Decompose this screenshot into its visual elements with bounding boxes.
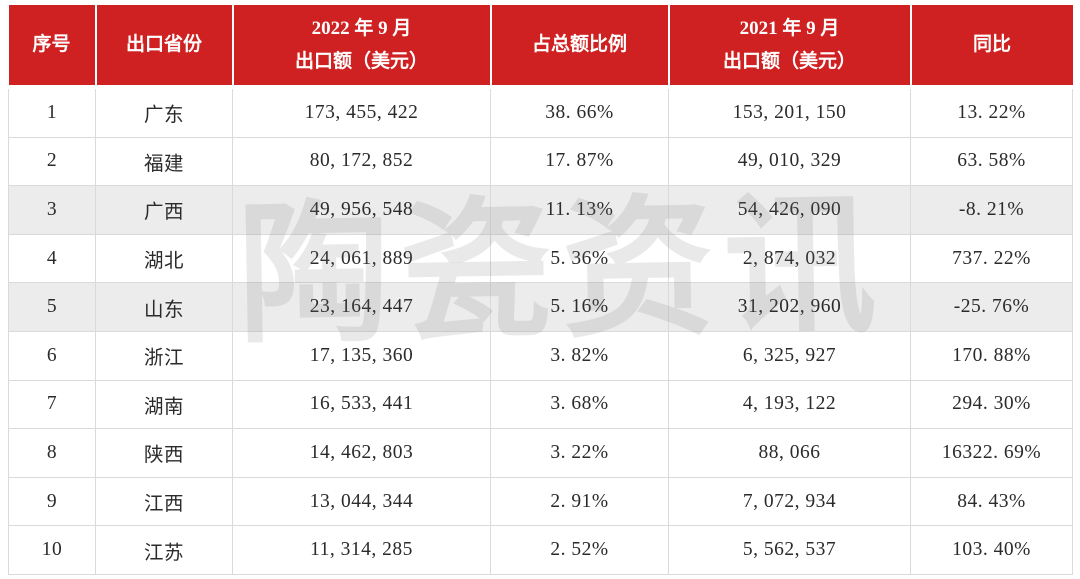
cell-index: 1 <box>8 86 96 138</box>
cell-province: 山东 <box>95 282 233 332</box>
cell-share_of_total: 3. 22% <box>490 428 669 478</box>
cell-share_of_total: 5. 36% <box>490 233 669 284</box>
table-row: 3 广西 49, 956, 548 11. 13% 54, 426, 090 -8. 21… <box>8 185 1073 235</box>
cell-yoy: 16322. 69% <box>910 428 1073 478</box>
cell-yoy: 13. 22% <box>910 86 1073 138</box>
cell-export_2022_09: 14, 462, 803 <box>232 428 491 478</box>
cell-index: 9 <box>8 476 96 527</box>
cell-export_2021_09: 31, 202, 960 <box>668 282 911 332</box>
cell-share_of_total: 2. 52% <box>490 525 669 575</box>
cell-export_2022_09: 23, 164, 447 <box>232 282 491 332</box>
col-header-export_2021_09: 2021 年 9 月出口额（美元） <box>668 5 912 89</box>
cell-index: 5 <box>8 282 96 332</box>
cell-yoy: -25. 76% <box>910 282 1073 332</box>
cell-export_2021_09: 54, 426, 090 <box>668 185 911 235</box>
cell-yoy: 737. 22% <box>910 233 1073 284</box>
col-header-line2: 出口额（美元） <box>294 51 428 72</box>
cell-export_2022_09: 11, 314, 285 <box>232 525 491 575</box>
cell-province: 福建 <box>95 136 233 187</box>
table-body: 1 广东 173, 455, 422 38. 66% 153, 201, 150 13. … <box>8 86 1073 575</box>
cell-share_of_total: 3. 82% <box>490 330 669 381</box>
cell-yoy: 294. 30% <box>910 379 1073 430</box>
cell-export_2022_09: 16, 533, 441 <box>232 379 491 430</box>
cell-export_2022_09: 49, 956, 548 <box>232 185 491 235</box>
cell-export_2022_09: 17, 135, 360 <box>232 330 491 381</box>
cell-export_2022_09: 13, 044, 344 <box>232 476 491 527</box>
table-row: 8 陕西 14, 462, 803 3. 22% 88, 066 16322. 69% <box>8 428 1073 478</box>
cell-share_of_total: 38. 66% <box>490 86 669 138</box>
cell-export_2021_09: 49, 010, 329 <box>668 136 911 187</box>
col-header-index: 序号 <box>8 5 97 89</box>
col-header-province: 出口省份 <box>95 5 234 89</box>
cell-export_2021_09: 4, 193, 122 <box>668 379 911 430</box>
col-header-export_2022_09: 2022 年 9 月出口额（美元） <box>232 5 492 89</box>
cell-province: 湖北 <box>95 233 233 284</box>
table-row: 10 江苏 11, 314, 285 2. 52% 5, 562, 537 103. 40… <box>8 525 1073 575</box>
cell-share_of_total: 5. 16% <box>490 282 669 332</box>
cell-province: 浙江 <box>95 330 233 381</box>
col-header-yoy: 同比 <box>910 5 1073 89</box>
cell-share_of_total: 17. 87% <box>490 136 669 187</box>
cell-export_2021_09: 2, 874, 032 <box>668 233 911 284</box>
cell-index: 3 <box>8 185 96 235</box>
cell-index: 10 <box>8 525 96 575</box>
table-row: 6 浙江 17, 135, 360 3. 82% 6, 325, 927 170. 88% <box>8 330 1073 381</box>
table-row: 1 广东 173, 455, 422 38. 66% 153, 201, 150 13. … <box>8 86 1073 138</box>
table-row: 2 福建 80, 172, 852 17. 87% 49, 010, 329 63. 58… <box>8 136 1073 187</box>
cell-export_2021_09: 6, 325, 927 <box>668 330 911 381</box>
cell-province: 陕西 <box>95 428 233 478</box>
cell-export_2022_09: 24, 061, 889 <box>232 233 491 284</box>
cell-share_of_total: 11. 13% <box>490 185 669 235</box>
cell-index: 7 <box>8 379 96 430</box>
cell-yoy: -8. 21% <box>910 185 1073 235</box>
cell-index: 6 <box>8 330 96 381</box>
cell-province: 广西 <box>95 185 233 235</box>
table-row: 5 山东 23, 164, 447 5. 16% 31, 202, 960 -25. 76… <box>8 282 1073 332</box>
col-header-line1: 出口省份 <box>125 34 202 56</box>
col-header-line1: 2022 年 9 月 <box>311 17 412 39</box>
cell-index: 8 <box>8 428 96 478</box>
cell-yoy: 170. 88% <box>910 330 1073 381</box>
cell-share_of_total: 3. 68% <box>490 379 669 430</box>
export-data-table: 序号 出口省份 2022 年 9 月出口额（美元） 占总额比例 2021 年 9 月出口… <box>8 5 1073 575</box>
table-row: 7 湖南 16, 533, 441 3. 68% 4, 193, 122 294. 30% <box>8 379 1073 430</box>
cell-share_of_total: 2. 91% <box>490 476 669 527</box>
cell-province: 广东 <box>95 86 233 138</box>
cell-index: 2 <box>8 136 96 187</box>
col-header-line1: 同比 <box>972 34 1011 56</box>
cell-yoy: 84. 43% <box>910 476 1073 527</box>
col-header-line1: 占总额比例 <box>531 34 627 56</box>
cell-yoy: 63. 58% <box>910 136 1073 187</box>
col-header-line2: 出口额（美元） <box>722 51 856 72</box>
cell-export_2021_09: 153, 201, 150 <box>668 86 911 138</box>
table-header-row: 序号 出口省份 2022 年 9 月出口额（美元） 占总额比例 2021 年 9 月出口… <box>8 5 1073 89</box>
cell-export_2021_09: 5, 562, 537 <box>668 525 911 575</box>
col-header-share_of_total: 占总额比例 <box>490 5 670 89</box>
cell-export_2021_09: 7, 072, 934 <box>668 476 911 527</box>
cell-export_2021_09: 88, 066 <box>668 428 911 478</box>
cell-province: 湖南 <box>95 379 233 430</box>
table-header: 序号 出口省份 2022 年 9 月出口额（美元） 占总额比例 2021 年 9 月出口… <box>8 5 1073 89</box>
cell-province: 江苏 <box>95 525 233 575</box>
cell-province: 江西 <box>95 476 233 527</box>
col-header-line1: 2021 年 9 月 <box>739 17 840 39</box>
cell-index: 4 <box>8 233 96 284</box>
table-row: 9 江西 13, 044, 344 2. 91% 7, 072, 934 84. 43% <box>8 476 1073 527</box>
cell-yoy: 103. 40% <box>910 525 1073 575</box>
table-row: 4 湖北 24, 061, 889 5. 36% 2, 874, 032 737. 22% <box>8 233 1073 284</box>
cell-export_2022_09: 80, 172, 852 <box>232 136 491 187</box>
cell-export_2022_09: 173, 455, 422 <box>232 86 491 138</box>
col-header-line1: 序号 <box>32 34 71 56</box>
